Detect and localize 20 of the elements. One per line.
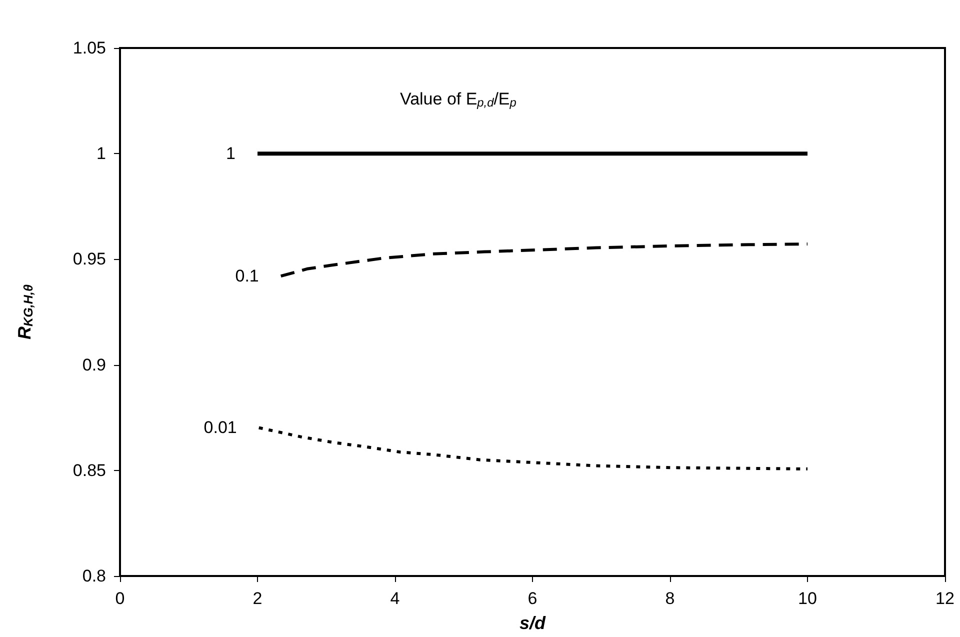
y-tick-label: 0.9 [82,355,106,374]
x-tick-label: 10 [798,589,817,608]
x-tick-label: 0 [115,589,125,608]
y-tick-label: 1 [96,144,106,164]
x-tick-label: 12 [936,589,954,608]
series-label: 1 [226,144,236,164]
x-axis-title: s/d [519,613,547,633]
series-label: 0.01 [204,418,237,438]
x-tick-label: 2 [252,589,262,608]
y-axis-title: RKG,H,θ [14,284,36,340]
y-tick-label: 1.05 [72,38,106,58]
x-tick-label: 8 [665,589,675,608]
y-tick-label: 0.8 [82,566,106,586]
series-label: 0.1 [235,266,259,286]
line-series [257,426,809,470]
x-tick-label: 4 [390,589,400,608]
x-tick-label: 6 [528,589,538,608]
line-series [279,242,809,278]
y-tick-label: 0.85 [72,460,106,480]
y-tick-label: 0.95 [72,250,106,269]
